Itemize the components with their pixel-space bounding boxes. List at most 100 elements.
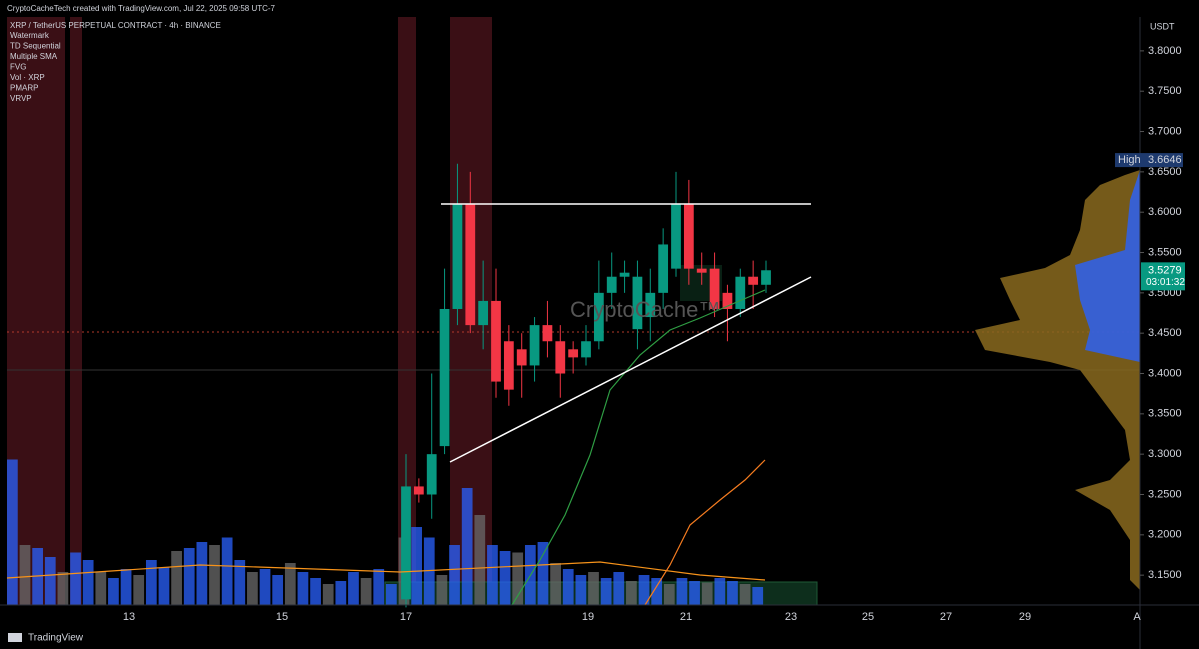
volume-bar	[499, 551, 511, 605]
volume-bar	[209, 545, 220, 605]
indicator-name: Multiple SMA	[10, 52, 58, 61]
volume-bar	[196, 542, 208, 605]
candle-body	[542, 325, 553, 342]
candle-body	[401, 486, 411, 600]
volume-bar	[272, 575, 284, 605]
last-price-tag	[1141, 262, 1185, 291]
currency: USDT	[1150, 21, 1175, 31]
candle-body	[645, 292, 656, 318]
volume-bar	[449, 545, 460, 605]
volume-bar	[701, 582, 713, 605]
candle-body	[529, 325, 540, 366]
y-tick-label: 3.5500	[1148, 246, 1182, 258]
volume-bar	[57, 572, 69, 605]
volume-bar	[739, 584, 751, 605]
volume-bar	[82, 560, 94, 605]
volume-bar	[360, 578, 372, 605]
y-tick-label: 3.7000	[1148, 125, 1182, 137]
volume-bar	[70, 552, 81, 605]
volume-bar	[752, 587, 764, 605]
candle-body	[555, 341, 566, 374]
volume-bar	[247, 572, 258, 605]
candle-body	[568, 349, 579, 358]
volume-bar	[7, 459, 18, 605]
y-tick-label: 3.2000	[1148, 529, 1182, 541]
high-tag-label: High	[1118, 154, 1141, 166]
volume-bar	[145, 560, 157, 605]
volume-bar	[423, 537, 435, 605]
last-price: 3.5279	[1148, 264, 1182, 276]
volume-bar	[663, 584, 675, 605]
x-tick-label: 13	[123, 611, 135, 623]
candle-body	[503, 341, 514, 390]
volume-bar	[108, 578, 119, 605]
volume-bar	[461, 488, 473, 605]
x-tick-label: 17	[400, 611, 412, 623]
volume-profile-value-area	[1075, 170, 1140, 362]
high-tag	[1115, 153, 1143, 168]
candle-body	[516, 349, 527, 366]
volume-bar	[550, 563, 561, 605]
y-tick-label: 3.4000	[1148, 367, 1182, 379]
volume-bar	[133, 575, 145, 605]
indicator-name: Watermark	[10, 31, 50, 40]
candle-body	[452, 204, 463, 309]
brand: TradingView	[28, 633, 84, 644]
volume-bar	[322, 584, 334, 605]
volume-bar	[95, 572, 107, 605]
x-tick-label: A	[1133, 611, 1141, 623]
volume-bar	[537, 542, 549, 605]
volume-bar	[171, 551, 182, 605]
candle-body	[593, 292, 604, 342]
volume-bar	[689, 581, 700, 605]
volume-bar	[575, 575, 587, 605]
x-tick-label: 15	[276, 611, 288, 623]
y-tick-label: 3.7500	[1148, 85, 1182, 97]
y-tick-label: 3.8000	[1148, 45, 1182, 57]
volume-bar	[411, 527, 423, 605]
candle-body	[413, 486, 424, 495]
candle-body	[439, 308, 450, 447]
x-tick-label: 23	[785, 611, 797, 623]
volume-bar	[638, 575, 650, 605]
candle-body	[619, 272, 630, 277]
volume-bar	[120, 569, 132, 605]
candle-body	[491, 300, 501, 382]
x-tick-label: 29	[1019, 611, 1031, 623]
indicator-name: PMARP	[10, 84, 38, 93]
y-tick-label: 3.6500	[1148, 166, 1182, 178]
sma-mid	[644, 459, 766, 606]
volume-bar	[386, 584, 397, 605]
high-tag-value-bg	[1143, 153, 1183, 168]
candle-body	[658, 244, 669, 293]
y-tick-label: 3.2500	[1148, 488, 1182, 500]
y-tick-label: 3.6000	[1148, 206, 1182, 218]
x-tick-label: 25	[862, 611, 874, 623]
volume-bar	[335, 581, 347, 605]
indicator-name: FVG	[10, 63, 26, 72]
session-band	[398, 17, 416, 605]
candle-body	[426, 454, 437, 495]
candle-body	[696, 268, 707, 273]
candle-body	[632, 276, 643, 330]
volume-bar	[588, 572, 599, 605]
volume-bar	[297, 572, 309, 605]
volume-bar	[613, 572, 625, 605]
session-band	[70, 17, 82, 605]
x-tick-label: 27	[940, 611, 952, 623]
volume-bar	[234, 560, 246, 605]
indicator-name: Vol · XRP	[10, 73, 45, 82]
volume-bar	[600, 578, 612, 605]
volume-bar	[221, 537, 233, 605]
candle-body	[671, 204, 681, 269]
volume-bar	[19, 545, 31, 605]
volume-bar	[310, 578, 321, 605]
trend-line	[449, 276, 812, 463]
volume-bar	[348, 572, 359, 605]
volume-bar	[626, 581, 637, 605]
sma-long	[6, 561, 766, 581]
candle-body	[735, 276, 746, 309]
candle-body	[581, 341, 591, 358]
x-tick-label: 21	[680, 611, 692, 623]
